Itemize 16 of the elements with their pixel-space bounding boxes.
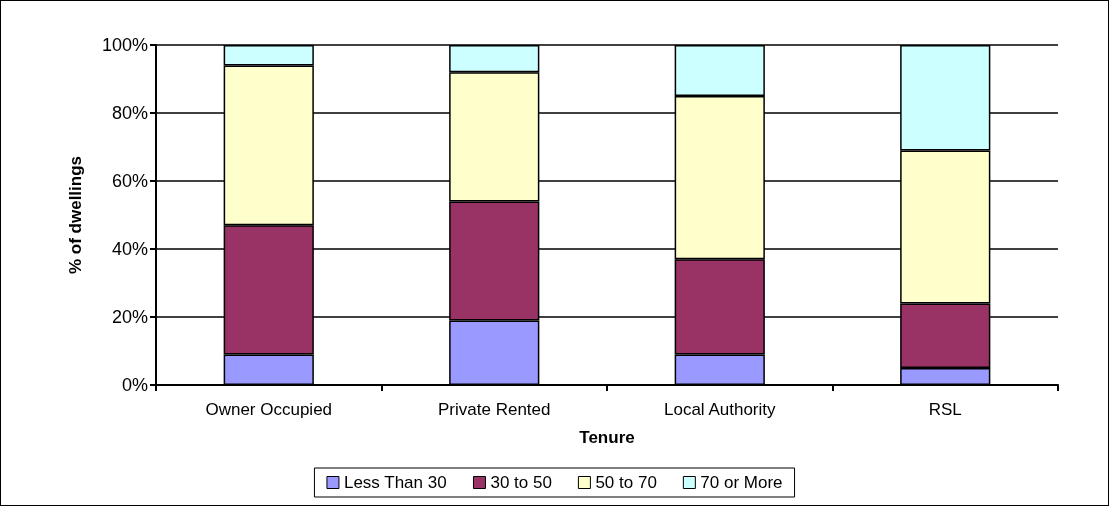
y-tick-label: 0% xyxy=(121,375,148,395)
legend-label: 30 to 50 xyxy=(490,473,552,492)
legend-label: Less Than 30 xyxy=(343,473,447,492)
legend-label: 50 to 70 xyxy=(595,473,657,492)
y-tick-label: 80% xyxy=(111,103,148,123)
y-tick-label: 40% xyxy=(111,239,148,259)
x-tick-label: RSL xyxy=(928,400,962,419)
x-tick-label: Local Authority xyxy=(663,400,776,419)
legend-label: 70 or More xyxy=(700,473,783,492)
y-axis-title: % of dwellings xyxy=(66,155,85,275)
y-tick-label: 100% xyxy=(101,35,148,55)
y-tick-label: 60% xyxy=(111,171,148,191)
x-tick-label: Private Rented xyxy=(438,400,551,419)
x-tick-label: Owner Occupied xyxy=(205,400,333,419)
y-tick-label: 20% xyxy=(111,307,148,327)
x-axis-title: Tenure xyxy=(579,428,635,447)
